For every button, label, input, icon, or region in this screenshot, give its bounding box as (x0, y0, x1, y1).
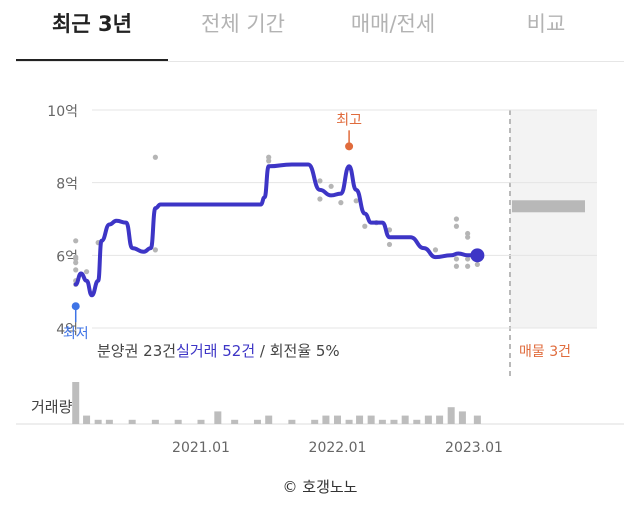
turnover-rate: / 회전율 5% (255, 342, 340, 360)
volume-bar (322, 415, 330, 424)
y-tick-label: 8억 (56, 177, 78, 193)
future-area (510, 110, 597, 328)
volume-bar (367, 415, 375, 424)
volume-label: 거래량 (31, 398, 73, 416)
volume-bar (334, 415, 341, 424)
volume-bar (151, 419, 159, 424)
volume-bar (83, 415, 91, 424)
volume-bar (214, 411, 222, 424)
volume-bar (424, 415, 432, 424)
volume-bar (311, 419, 319, 424)
transaction-point (465, 256, 471, 262)
tab-all-period[interactable]: 전체 기간 (201, 12, 285, 36)
transaction-point (266, 154, 272, 160)
transaction-point (474, 261, 480, 268)
presale-count: 분양권 23건 (97, 342, 176, 360)
actual-trade-count: 실거래 52건 (176, 342, 255, 360)
transaction-point (73, 260, 79, 266)
transaction-summary: 분양권 23건실거래 52건 / 회전율 5% (97, 342, 340, 360)
transaction-point (353, 198, 359, 204)
volume-bar (390, 419, 398, 424)
volume-bar (436, 415, 444, 424)
transaction-point (432, 247, 439, 253)
y-tick-label: 6억 (56, 249, 78, 265)
tab-sale-jeonse[interactable]: 매매/전세 (350, 12, 436, 36)
volume-bar (174, 419, 182, 424)
volume-bar (105, 419, 113, 424)
volume-bar (197, 419, 205, 424)
transaction-point (328, 183, 334, 189)
volume-bar (447, 407, 455, 424)
high-label: 최고 (336, 112, 362, 128)
transaction-point (465, 230, 471, 237)
volume-bar (265, 415, 273, 424)
volume-bar (413, 419, 421, 424)
transaction-point (73, 267, 79, 273)
x-tick-label: 2021.01 (172, 440, 230, 456)
y-tick-label: 4억 (56, 322, 78, 338)
transaction-point (386, 241, 393, 248)
volume-bar (458, 411, 466, 424)
volume-bar (401, 415, 409, 424)
volume-bar (231, 419, 239, 424)
volume-bar (253, 419, 261, 424)
volume-bar (345, 419, 353, 424)
transaction-point (453, 263, 460, 269)
transaction-point (152, 154, 158, 160)
transaction-point (465, 263, 471, 269)
transaction-point (73, 256, 79, 262)
transaction-point (453, 223, 460, 229)
copyright-footer: © 호갱노노 (282, 478, 358, 496)
volume-bar (72, 382, 80, 424)
transaction-point (453, 256, 460, 262)
tab-divider (16, 61, 624, 62)
high-marker (345, 142, 354, 151)
volume-bar (378, 419, 386, 424)
tab-bar: 최근 3년 전체 기간 매매/전세 비교 (0, 0, 640, 62)
low-marker (71, 302, 80, 311)
volume-bar (473, 415, 481, 424)
transaction-point (317, 178, 323, 184)
active-tab-indicator (16, 59, 168, 62)
tab-compare[interactable]: 비교 (526, 12, 566, 36)
transaction-point (73, 238, 79, 244)
volume-bar (94, 419, 102, 424)
transaction-point (266, 158, 272, 164)
transaction-point (465, 234, 471, 240)
transaction-point (317, 196, 323, 202)
low-label: 최저 (63, 326, 89, 342)
volume-bar (128, 419, 136, 424)
transaction-point (362, 223, 368, 229)
x-tick-label: 2023.01 (445, 440, 503, 456)
x-tick-label: 2022.01 (309, 440, 367, 456)
volume-bar (288, 419, 296, 424)
latest-price-marker (470, 248, 485, 263)
listing-count-label: 매물 3건 (519, 344, 571, 360)
transaction-point (152, 247, 158, 253)
transaction-point (453, 216, 460, 222)
y-tick-label: 10억 (47, 104, 78, 120)
price-trend-line (73, 162, 480, 298)
listing-price-band (512, 200, 585, 213)
transaction-point (83, 269, 90, 275)
volume-bar (356, 415, 364, 424)
tab-recent-3-years[interactable]: 최근 3년 (52, 12, 132, 36)
transaction-point (338, 200, 344, 206)
